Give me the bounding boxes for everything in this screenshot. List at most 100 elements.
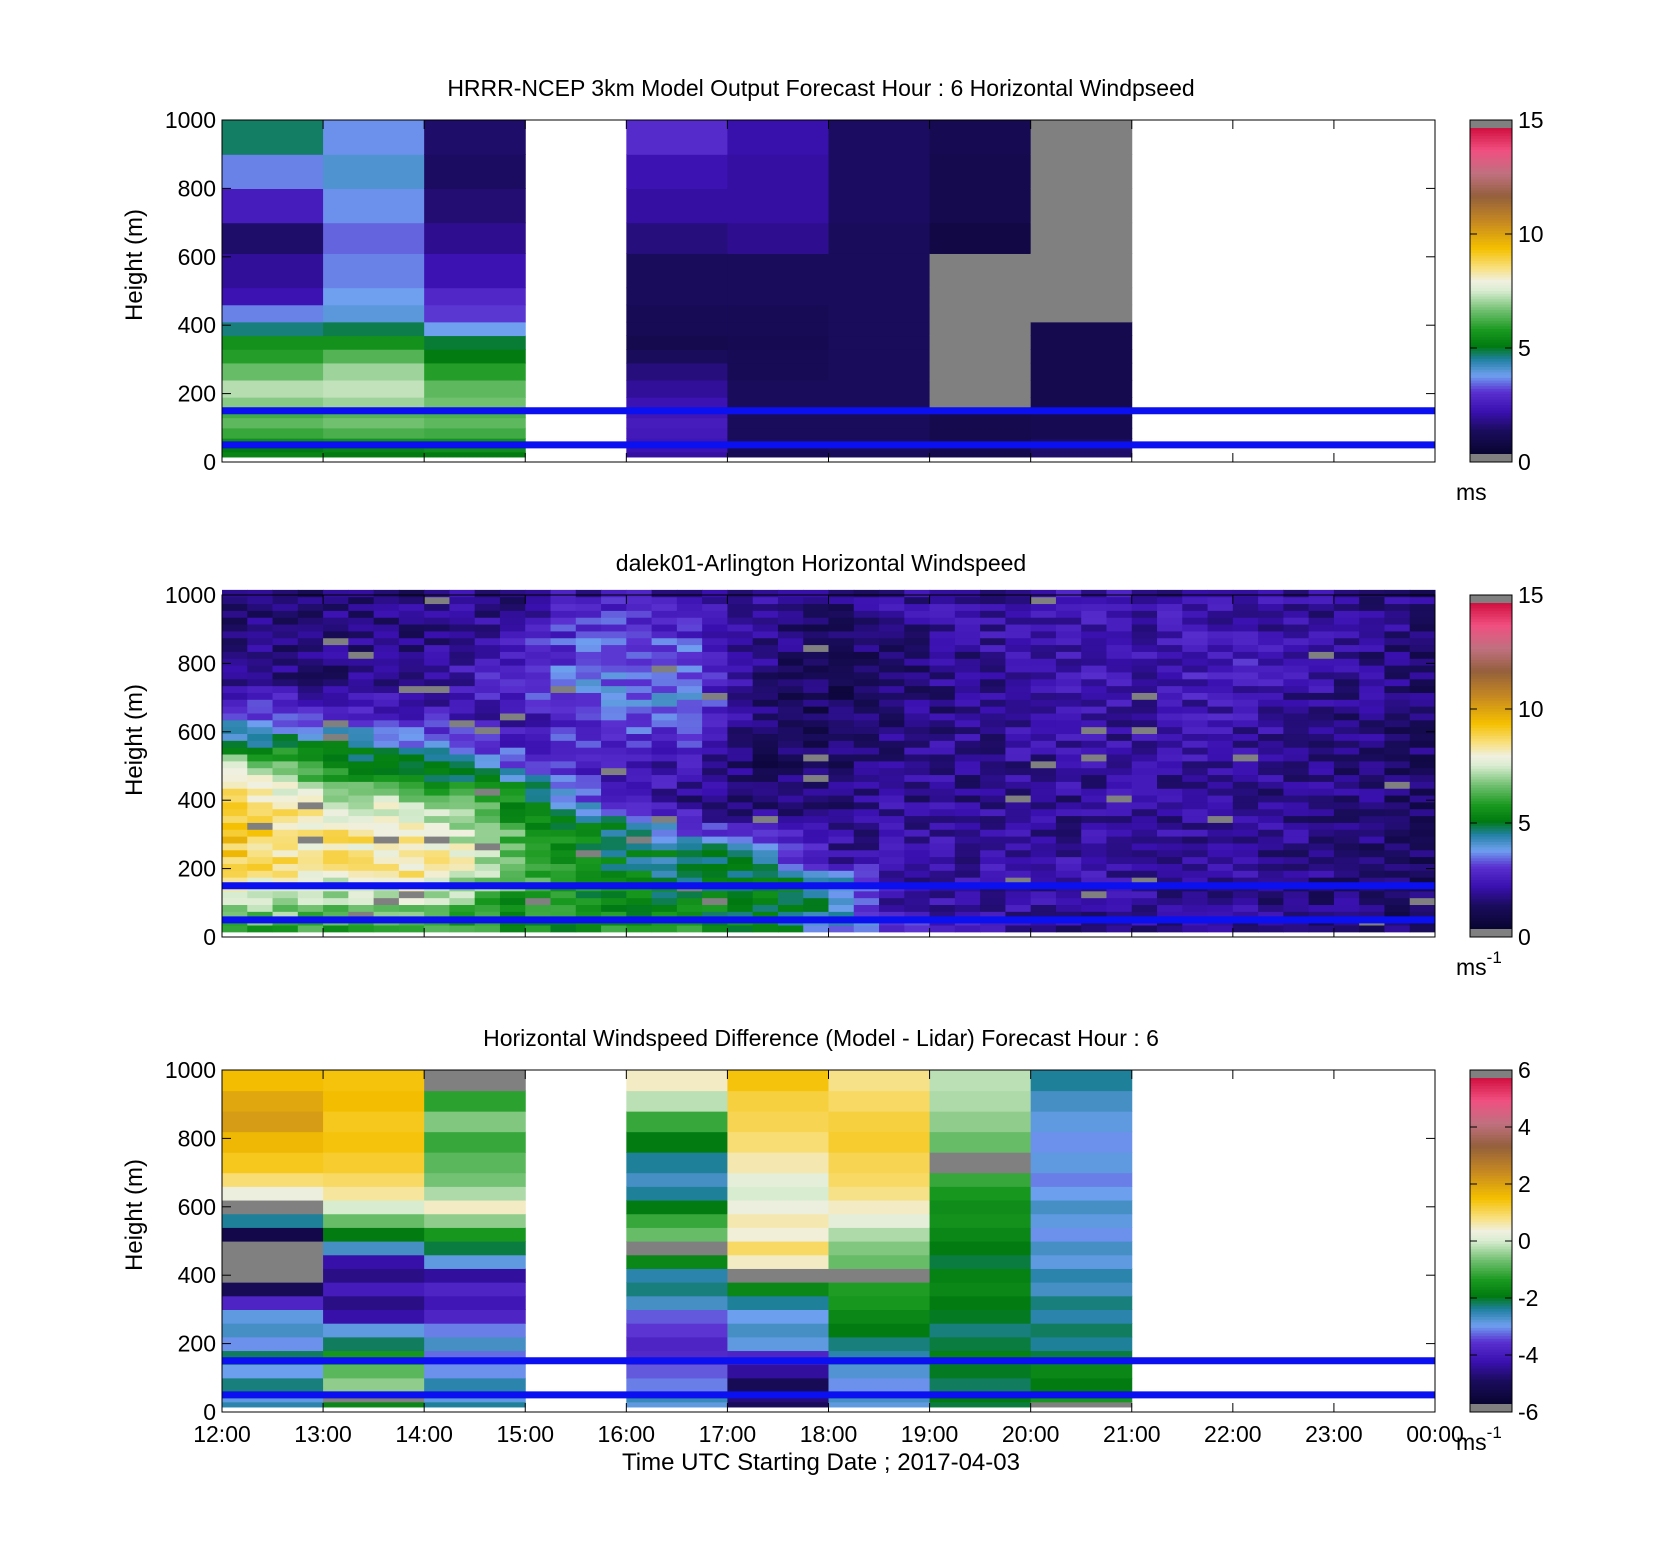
heatmap-cell <box>651 863 678 871</box>
heatmap-cell <box>272 692 299 700</box>
heatmap-cell <box>297 644 324 652</box>
heatmap-cell <box>1283 767 1310 776</box>
heatmap-cell <box>499 788 526 796</box>
heatmap-cell <box>424 870 450 878</box>
heatmap-cell <box>1308 671 1335 680</box>
heatmap-cell <box>1030 444 1133 453</box>
heatmap-cell <box>1207 836 1234 844</box>
heatmap-cell <box>980 706 1006 714</box>
heatmap-cell <box>1106 754 1133 762</box>
heatmap-cell <box>348 692 375 700</box>
heatmap-cell <box>702 719 728 728</box>
heatmap-cell <box>803 815 829 823</box>
heatmap-cell <box>752 781 779 789</box>
heatmap-cell <box>575 589 602 598</box>
heatmap-cell <box>1005 781 1032 789</box>
heatmap-cell <box>348 815 375 823</box>
heatmap-cell <box>702 603 728 611</box>
heatmap-cell <box>1333 733 1360 741</box>
heatmap-cell <box>297 849 324 858</box>
heatmap-cell <box>929 740 956 748</box>
heatmap-cell <box>1232 760 1259 769</box>
heatmap-cell <box>1232 678 1259 687</box>
heatmap-cell <box>727 842 754 851</box>
heatmap-cell <box>348 870 375 878</box>
heatmap-cell <box>1030 829 1057 837</box>
heatmap-cell <box>1005 658 1032 666</box>
heatmap-cell <box>853 624 880 632</box>
heatmap-cell <box>676 767 703 776</box>
heatmap-cell <box>1157 849 1183 858</box>
heatmap-cell <box>1055 747 1082 755</box>
heatmap-cell <box>1232 904 1259 912</box>
colorbar-segment <box>1470 337 1512 341</box>
colorbar-segment <box>1470 1273 1512 1277</box>
heatmap-cell <box>777 719 804 728</box>
heatmap-cell <box>297 658 324 666</box>
heatmap-cell <box>828 911 855 919</box>
heatmap-cell <box>676 685 703 693</box>
heatmap-cell <box>853 863 880 871</box>
heatmap-cell <box>702 630 728 639</box>
colorbar-segment <box>1470 741 1512 745</box>
heatmap-cell <box>879 740 905 748</box>
heatmap-cell <box>651 624 678 632</box>
heatmap-cell <box>777 760 804 769</box>
heatmap-cell <box>1030 1131 1133 1153</box>
heatmap-cell <box>1081 890 1107 899</box>
heatmap-cell <box>601 678 627 687</box>
heatmap-cell <box>1182 822 1209 830</box>
heatmap-cell <box>1106 897 1133 906</box>
heatmap-cell <box>323 699 349 707</box>
heatmap-cell <box>1384 630 1411 639</box>
heatmap-cell <box>1359 685 1385 693</box>
heatmap-cell <box>1359 596 1385 605</box>
heatmap-cell <box>803 781 829 789</box>
colorbar-segment <box>1470 1319 1512 1324</box>
heatmap-cell <box>1333 767 1360 776</box>
colorbar-segment <box>1470 1371 1512 1375</box>
heatmap-cell <box>424 397 526 408</box>
heatmap-cell <box>601 624 627 632</box>
heatmap-cell <box>1283 699 1310 707</box>
heatmap-cell <box>803 760 829 769</box>
heatmap-cell <box>601 671 627 680</box>
heatmap-cell <box>1308 589 1335 598</box>
heatmap-cell <box>777 651 804 659</box>
heatmap-cell <box>803 829 829 837</box>
heatmap-cell <box>1106 849 1133 858</box>
heatmap-cell <box>1081 849 1107 858</box>
heatmap-cell <box>1157 801 1183 810</box>
heatmap-cell <box>1081 856 1107 864</box>
heatmap-cell <box>575 856 602 864</box>
heatmap-cell <box>575 877 602 885</box>
heatmap-cell <box>222 665 248 673</box>
colorbar-segment <box>1470 1295 1512 1299</box>
heatmap-cell <box>1409 685 1436 693</box>
heatmap-cell <box>1258 815 1284 823</box>
colorbar-segment <box>1470 1200 1512 1204</box>
heatmap-cell <box>272 699 299 707</box>
heatmap-cell <box>1232 836 1259 844</box>
heatmap-cell <box>222 795 248 803</box>
heatmap-cell <box>222 1309 324 1324</box>
heatmap-cell <box>222 801 248 810</box>
heatmap-cell <box>550 774 577 782</box>
heatmap-cell <box>297 747 324 755</box>
heatmap-cell <box>929 154 1032 189</box>
colorbar-segment <box>1470 1189 1512 1193</box>
heatmap-cell <box>954 706 981 714</box>
heatmap-cell <box>828 651 855 659</box>
heatmap-cell <box>980 678 1006 687</box>
colorbar-segment <box>1470 1145 1512 1150</box>
heatmap-cell <box>929 1254 1032 1269</box>
heatmap-cell <box>980 658 1006 666</box>
heatmap-cell <box>1308 795 1335 803</box>
heatmap-cell <box>702 685 728 693</box>
heatmap-cell <box>676 726 703 735</box>
heatmap-cell <box>1207 788 1234 796</box>
heatmap-cell <box>879 719 905 728</box>
heatmap-cell <box>702 815 728 823</box>
heatmap-cell <box>1106 904 1133 912</box>
heatmap-cell <box>222 427 324 439</box>
